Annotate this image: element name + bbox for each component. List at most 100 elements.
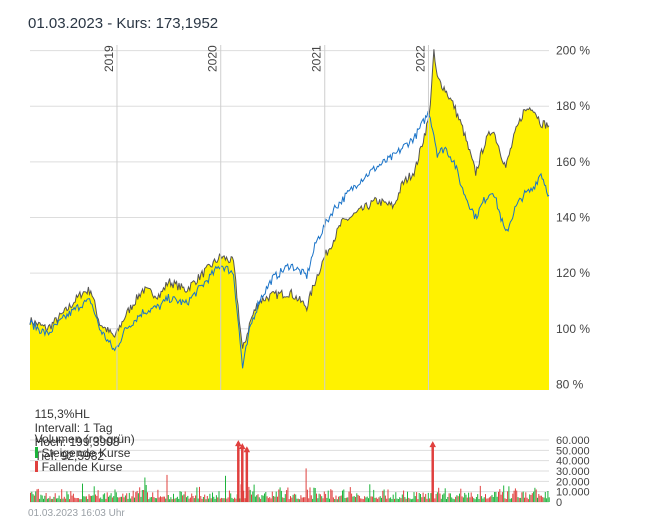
volume-bar bbox=[117, 497, 119, 502]
volume-bar bbox=[89, 495, 91, 502]
volume-bar bbox=[141, 490, 143, 502]
volume-bar bbox=[336, 499, 338, 502]
volume-bar bbox=[265, 492, 267, 502]
volume-bar bbox=[481, 496, 483, 502]
legend-rising: Steigende Kurse bbox=[34, 446, 130, 460]
x-tick-label: 2020 bbox=[206, 45, 220, 72]
volume-bar bbox=[95, 494, 96, 502]
volume-bar bbox=[96, 495, 98, 502]
volume-bar bbox=[180, 491, 182, 502]
volume-bar bbox=[283, 498, 285, 502]
volume-bar bbox=[388, 498, 390, 502]
volume-bar bbox=[59, 498, 61, 502]
volume-bar bbox=[356, 493, 358, 502]
volume-bar bbox=[139, 487, 141, 502]
volume-bar bbox=[443, 493, 445, 502]
volume-bar bbox=[436, 492, 438, 502]
volume-bar bbox=[188, 498, 190, 502]
volume-bar bbox=[189, 497, 191, 502]
volume-bar bbox=[193, 498, 195, 502]
volume-bar bbox=[374, 497, 376, 502]
volume-bar bbox=[416, 492, 418, 502]
volume-bar bbox=[118, 497, 120, 502]
volume-bar bbox=[286, 490, 288, 502]
volume-tick-label: 0 bbox=[556, 497, 562, 509]
volume-bar bbox=[218, 491, 220, 502]
volume-bar bbox=[128, 492, 130, 502]
volume-bar bbox=[452, 498, 454, 502]
volume-bar bbox=[204, 494, 206, 502]
volume-bar bbox=[69, 499, 70, 502]
volume-spike-bar bbox=[245, 448, 249, 502]
volume-bar bbox=[210, 498, 212, 502]
x-tick-label: 2021 bbox=[310, 45, 324, 72]
volume-bar bbox=[306, 489, 308, 502]
volume-bar bbox=[227, 497, 229, 502]
volume-bar bbox=[535, 489, 537, 502]
volume-bar bbox=[407, 491, 408, 502]
volume-bar bbox=[521, 492, 523, 502]
volume-bar bbox=[277, 496, 278, 502]
volume-bar bbox=[421, 497, 423, 502]
volume-bar bbox=[408, 497, 410, 502]
volume-bar bbox=[267, 498, 269, 502]
volume-bar bbox=[156, 498, 158, 502]
volume-bar bbox=[314, 488, 316, 502]
volume-bar bbox=[214, 498, 216, 502]
volume-bar bbox=[459, 493, 460, 502]
volume-bar bbox=[162, 496, 164, 502]
volume-bar bbox=[143, 490, 145, 502]
volume-tick-label: 30.000 bbox=[556, 466, 590, 478]
volume-bar bbox=[121, 496, 122, 502]
volume-bar bbox=[205, 499, 207, 502]
volume-bar bbox=[301, 497, 303, 502]
volume-bar bbox=[329, 498, 330, 502]
volume-bar bbox=[135, 492, 137, 502]
volume-bar bbox=[530, 495, 532, 502]
volume-bar bbox=[67, 494, 69, 502]
volume-bar bbox=[292, 494, 294, 502]
volume-bar bbox=[243, 490, 245, 502]
volume-spike-bar bbox=[237, 442, 240, 502]
volume-bar bbox=[379, 496, 381, 502]
volume-bar bbox=[430, 493, 432, 502]
y-tick-label: 180 % bbox=[556, 99, 590, 113]
volume-bar bbox=[397, 499, 399, 502]
volume-overflow-marker bbox=[235, 440, 242, 447]
volume-bar bbox=[514, 488, 516, 502]
volume-bar bbox=[127, 498, 129, 502]
volume-bar bbox=[405, 498, 407, 502]
volume-bar bbox=[104, 493, 106, 502]
volume-bar bbox=[488, 497, 490, 502]
volume-bar bbox=[368, 498, 369, 502]
volume-bar bbox=[175, 497, 177, 502]
volume-bar bbox=[80, 499, 82, 502]
volume-bar bbox=[304, 497, 306, 502]
volume-bar bbox=[303, 497, 304, 502]
volume-bar bbox=[461, 496, 463, 502]
volume-bar bbox=[106, 492, 108, 502]
volume-bar bbox=[279, 487, 281, 502]
volume-bar bbox=[525, 492, 527, 502]
volume-bar bbox=[271, 491, 273, 502]
volume-bar bbox=[126, 493, 128, 502]
volume-bar bbox=[442, 494, 444, 502]
volume-bar bbox=[123, 497, 125, 502]
volume-bar bbox=[186, 497, 187, 502]
volume-bar bbox=[217, 497, 219, 502]
volume-bar bbox=[98, 498, 100, 502]
volume-bar bbox=[539, 495, 541, 502]
volume-bar bbox=[383, 489, 385, 502]
volume-bar bbox=[239, 498, 241, 502]
volume-bar bbox=[253, 484, 255, 502]
volume-bar bbox=[43, 498, 44, 502]
volume-bar bbox=[262, 495, 264, 502]
volume-bar bbox=[76, 498, 78, 502]
volume-bar bbox=[30, 492, 31, 502]
volume-bar bbox=[150, 497, 152, 502]
volume-bar bbox=[323, 491, 325, 502]
volume-bar bbox=[462, 497, 464, 502]
volume-bar bbox=[149, 497, 151, 502]
falling-swatch bbox=[34, 461, 38, 472]
volume-bar bbox=[317, 498, 319, 502]
